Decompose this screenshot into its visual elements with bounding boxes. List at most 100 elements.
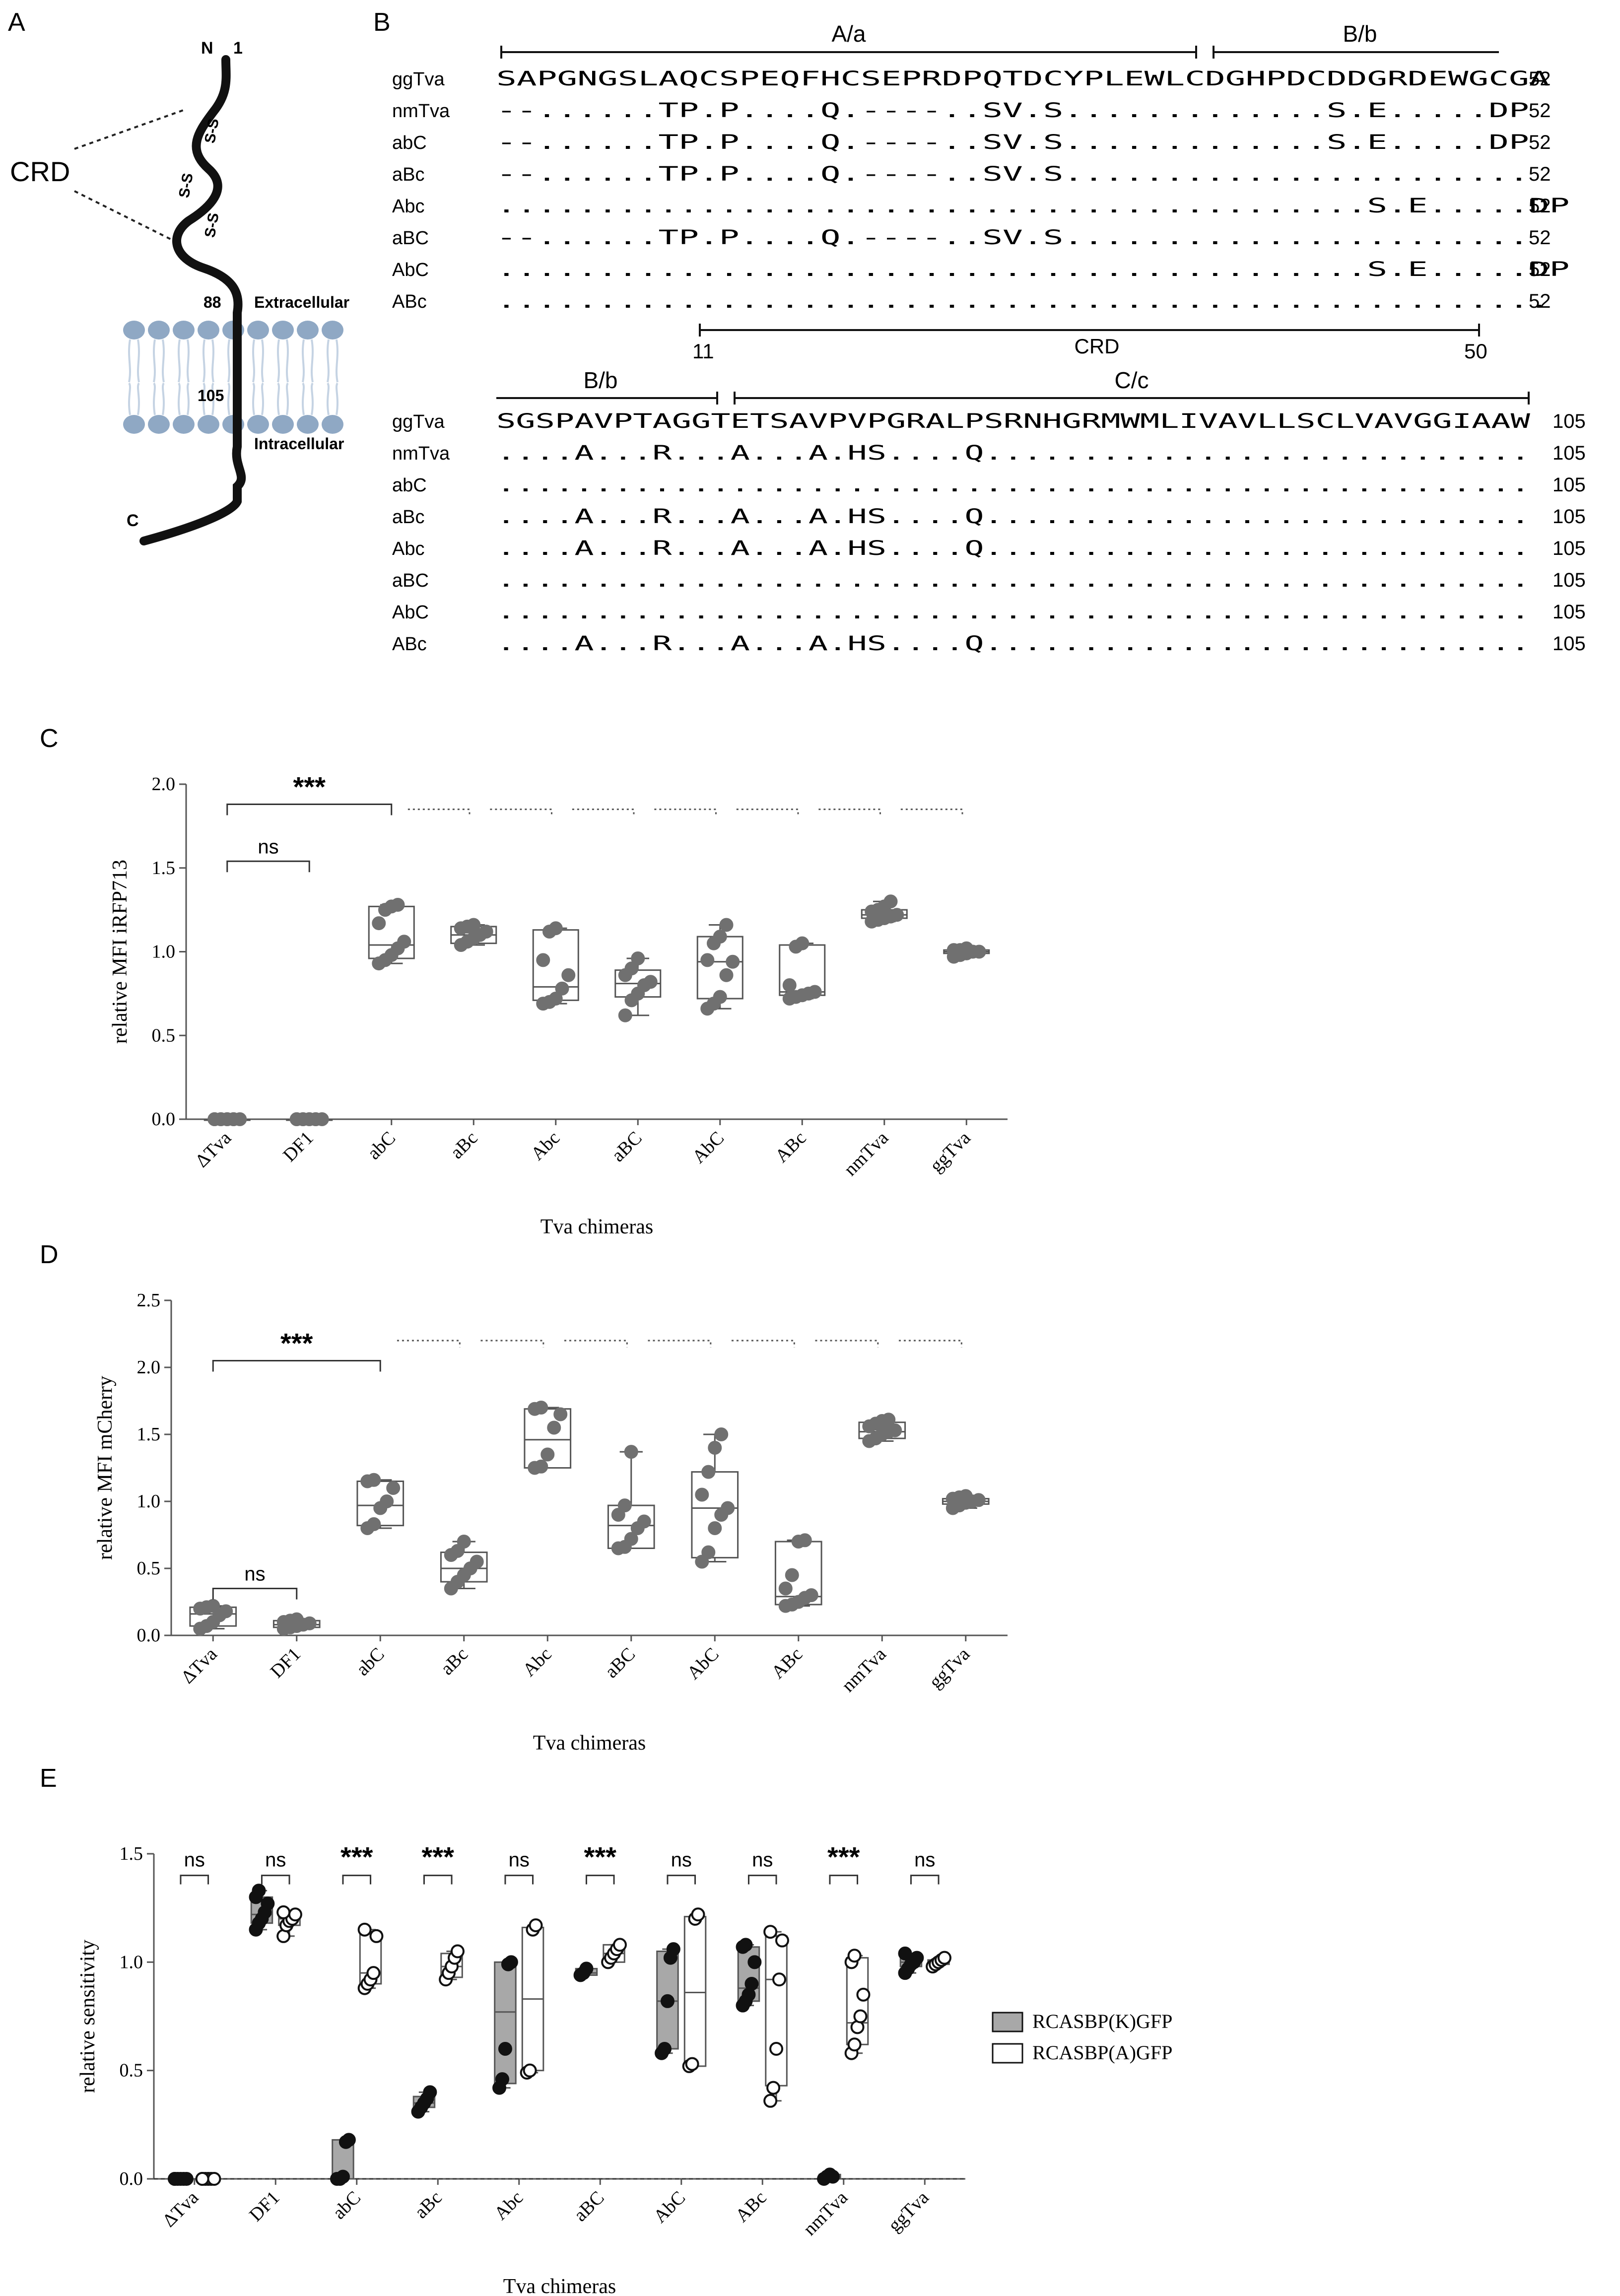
significance-label: ns (914, 1849, 935, 1871)
sequence-end-number: 105 (1552, 442, 1586, 464)
sequence-row: --......TP.P....Q.----..SV.S............… (496, 226, 1529, 249)
lipid-tail-inner (302, 382, 314, 415)
y-tick-label: 2.5 (137, 1290, 161, 1311)
dotted-bracket (900, 809, 963, 816)
sequence-row: ........................................… (496, 195, 1569, 217)
lipid-head-outer (198, 321, 219, 339)
data-point (367, 1473, 381, 1487)
lipid-tail-outer (178, 339, 190, 383)
x-axis-label: Tva chimeras (503, 2275, 616, 2296)
crd-bracket-label: CRD (1075, 335, 1120, 358)
data-point (397, 935, 411, 949)
sequence-end-number: 52 (1529, 132, 1551, 153)
data-point (772, 1972, 786, 1987)
x-tick-label: abC (329, 2187, 365, 2224)
data-point (804, 1588, 818, 1602)
data-point (504, 1955, 518, 1969)
data-point (856, 1987, 871, 2002)
data-point (637, 1514, 651, 1529)
data-point (276, 1905, 291, 1919)
y-axis-label: relative MFI mCherry (94, 1376, 117, 1560)
y-tick-label: 0.5 (152, 1025, 176, 1046)
data-point (714, 1427, 729, 1441)
data-point (890, 908, 904, 922)
dotted-bracket (648, 1340, 712, 1348)
crd-guide-lower (74, 190, 174, 242)
sequence-end-number: 52 (1529, 290, 1551, 312)
significance-bracket (504, 1875, 534, 1885)
panel-a-label: A (8, 8, 25, 37)
x-tick-label: ΔTva (177, 1644, 221, 1688)
sequence-row: ........................................… (496, 258, 1569, 281)
sequence-end-number: 105 (1552, 601, 1586, 623)
dotted-bracket (480, 1340, 544, 1348)
sequence-end-number: 105 (1552, 410, 1586, 432)
data-point (778, 1581, 793, 1596)
data-point (380, 1494, 394, 1508)
data-point (450, 1544, 465, 1558)
y-tick-label: 2.0 (152, 774, 176, 795)
sequence-end-number: 52 (1529, 227, 1551, 249)
data-point (479, 925, 493, 939)
chart-c: 0.0 0.5 1.0 1.5 2.0 ΔTva DF1 abC aBc Abc aBC AbC ABc… (109, 771, 1008, 1238)
sequence-row: ....A...R...A...A.HS....Q...............… (496, 537, 1530, 560)
lipid-tail-outer (277, 339, 289, 383)
significance-bracket (226, 860, 310, 873)
lipid-head-inner (272, 415, 294, 434)
crd-label: CRD (10, 156, 70, 187)
x-tick-label: ΔTva (191, 1128, 235, 1172)
crd-end-label: 50 (1464, 339, 1487, 363)
chart-d: 0.0 0.5 1.0 1.5 2.0 2.5 ΔTva DF1 abC aBc Abc aBC AbC… (94, 1290, 1008, 1755)
significance-label: *** (422, 1841, 455, 1873)
data-point (719, 968, 734, 982)
lipid-tail-outer (153, 339, 165, 383)
lipid-tail-outer (128, 339, 140, 383)
sequence-row: --......TP.P....Q.----..SV.S............… (496, 99, 1529, 122)
x-tick-label: ggTva (925, 1644, 974, 1692)
x-tick-label: ggTva (884, 2187, 933, 2236)
y-tick-label: 1.0 (152, 942, 176, 962)
sequence-end-number: 52 (1529, 163, 1551, 185)
data-point (540, 1447, 555, 1462)
y-tick-label: 1.0 (120, 1952, 143, 1972)
data-point (713, 990, 727, 1004)
data-point (808, 985, 822, 999)
sequence-name: ggTva (392, 411, 445, 432)
lipid-head-inner (322, 415, 343, 434)
data-point (847, 2037, 862, 2052)
x-tick-label: nmTva (840, 1128, 892, 1180)
significance-bracket (180, 1875, 209, 1885)
data-point (959, 941, 974, 955)
data-point (853, 2009, 868, 2024)
sequence-end-number: 52 (1529, 100, 1551, 122)
box (494, 1961, 517, 2085)
crd-start-label: 11 (692, 339, 714, 363)
panel-e-label: E (40, 1764, 57, 1793)
region-a-label: A/a (831, 21, 866, 47)
sequence-name: nmTva (392, 443, 450, 464)
alignment-block-2: ggTva SGSPAVPTAGGTETSAVPVPGRALPSRNHGRMWML… (392, 410, 1586, 655)
data-point (534, 1401, 548, 1415)
data-point (666, 1942, 680, 1957)
y-axis-label: relative MFI iRFP713 (109, 860, 132, 1044)
lipid-head-outer (322, 321, 343, 339)
data-point (553, 1407, 568, 1421)
data-point (467, 918, 481, 932)
lipid-head-inner (247, 415, 269, 434)
sequence-name: aBc (392, 507, 424, 528)
data-point (660, 1994, 675, 2008)
dotted-bracket (397, 1340, 461, 1348)
membrane-bilayer (123, 321, 343, 434)
significance-bracket (212, 1360, 381, 1372)
data-point (579, 1961, 594, 1976)
data-point (367, 1517, 381, 1531)
lipid-head-outer (272, 321, 294, 339)
data-point (881, 1413, 896, 1427)
lipid-tail-inner (128, 382, 140, 415)
sequence-end-number: 105 (1552, 474, 1586, 496)
data-point (548, 992, 563, 1006)
legend-swatch-a (992, 2043, 1023, 2064)
lipid-tail-outer (327, 339, 338, 383)
data-point (685, 2057, 699, 2071)
x-tick-label: AbC (650, 2187, 689, 2227)
